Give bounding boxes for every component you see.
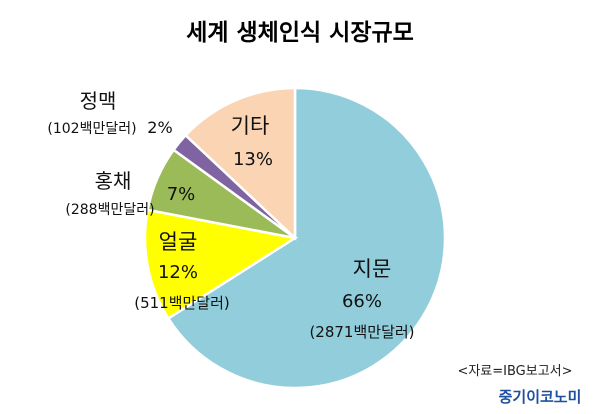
slice-label-iris-amount: (288백만달러) [65, 202, 154, 218]
slice-label-vein-amount: (102백만달러) [47, 121, 136, 137]
slice-label-fingerprint-name: 지문 [353, 257, 392, 281]
pie-slice-other [183, 86, 297, 241]
brand-logo: 중기이코노미 [499, 388, 582, 406]
pie-slice-face [143, 208, 299, 321]
slice-label-other-percent: 13% [233, 149, 273, 170]
source-note: <자료=IBG보고서> [457, 364, 572, 379]
slice-label-face-name: 얼굴 [159, 230, 198, 254]
slice-label-iris-name: 홍채 [95, 169, 132, 193]
pie-slices [143, 86, 447, 390]
pie-slice-fingerprint [166, 86, 447, 390]
slice-label-vein-percent: 2% [147, 118, 172, 137]
slice-label-iris-percent: 7% [167, 184, 196, 205]
chart-title: 세계 생체인식 시장규모 [186, 20, 414, 46]
slice-label-other-name: 기타 [231, 114, 270, 138]
slice-label-face-amount: (511백만달러) [134, 294, 230, 312]
slice-label-fingerprint-amount: (2871백만달러) [309, 323, 414, 341]
slice-label-vein-name: 정맥 [80, 89, 117, 113]
slice-label-fingerprint-percent: 66% [342, 291, 382, 312]
slice-label-face-percent: 12% [158, 262, 198, 283]
